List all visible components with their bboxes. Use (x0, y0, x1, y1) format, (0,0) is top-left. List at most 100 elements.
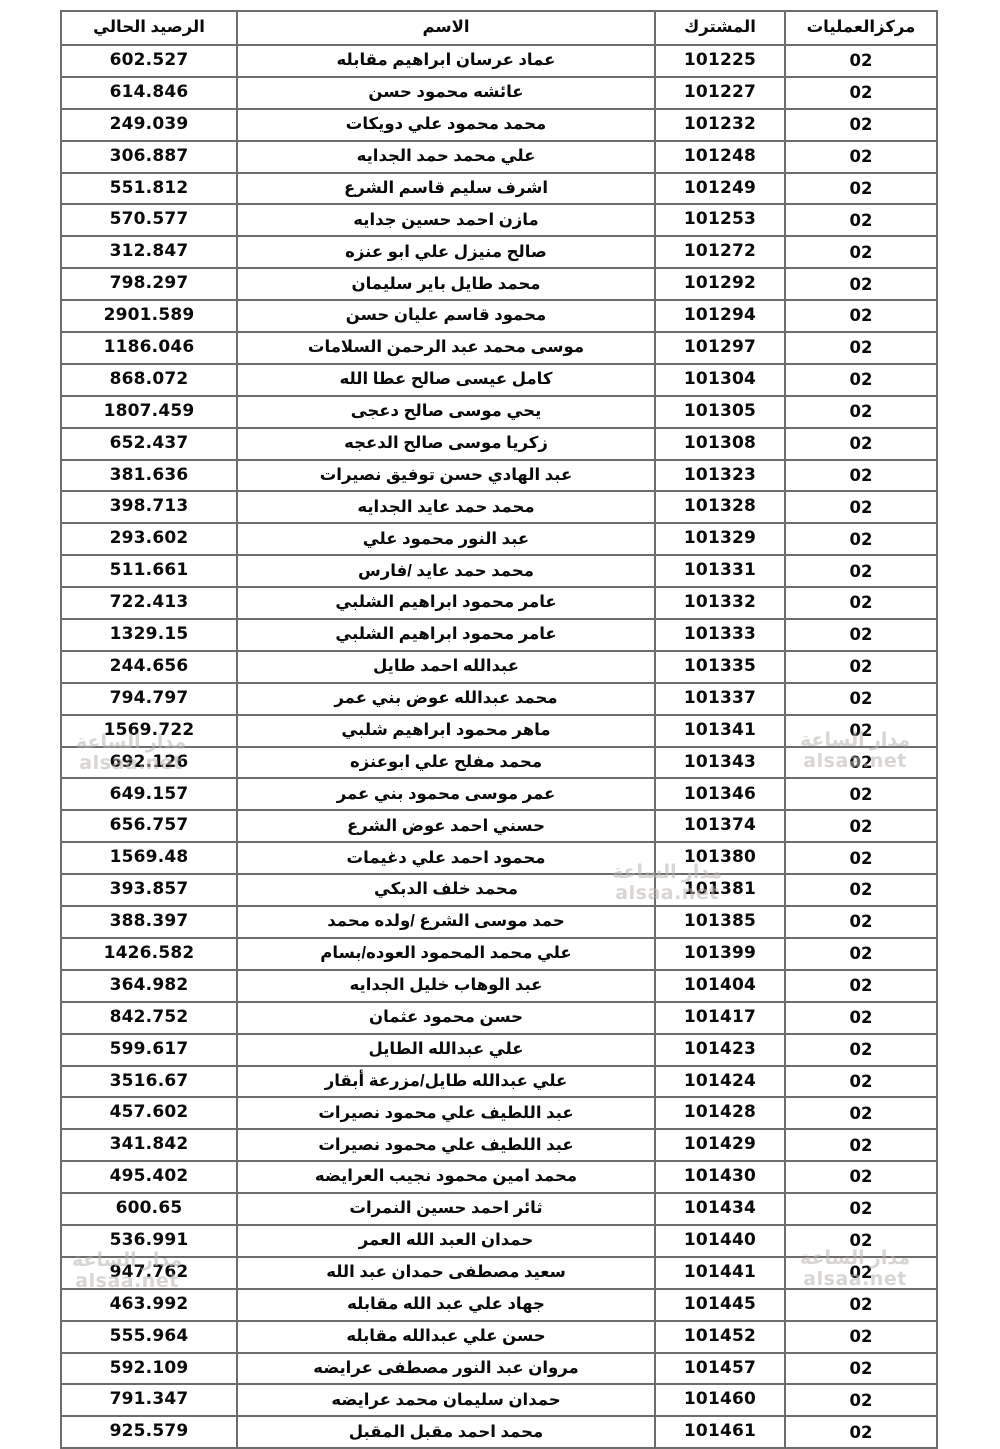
cell-subscriber: 101374 (654, 809, 786, 844)
cell-balance: 842.752 (60, 1000, 238, 1035)
cell-subscriber: 101337 (654, 681, 786, 716)
cell-center: 02 (784, 235, 938, 270)
cell-name: عامر محمود ابراهيم الشلبي (236, 618, 656, 652)
cell-balance: 2901.589 (60, 299, 238, 334)
cell-balance: 293.602 (60, 522, 238, 557)
cell-name: علي محمد المحمود العوده/بسام (236, 936, 656, 971)
cell-center: 02 (784, 362, 938, 397)
cell-center: 02 (784, 1032, 938, 1067)
cell-balance: 306.887 (60, 139, 238, 174)
table-row: 02 101253 مازن احمد حسين جدايه 570.577 (60, 203, 938, 238)
cell-name: زكريا موسى صالح الدعجه (236, 426, 656, 461)
table-row: 02 101374 حسني احمد عوض الشرع 656.757 (60, 809, 938, 844)
cell-center: 02 (784, 1128, 938, 1163)
cell-center: 02 (784, 44, 938, 78)
cell-center: 02 (784, 331, 938, 365)
table-row: 02 101232 محمد محمود علي دويكات 249.039 (60, 107, 938, 142)
cell-balance: 791.347 (60, 1383, 238, 1418)
cell-center: 02 (784, 1287, 938, 1322)
cell-balance: 555.964 (60, 1319, 238, 1354)
cell-name: محمد طايل باير سليمان (236, 267, 656, 302)
cell-center: 02 (784, 1351, 938, 1386)
cell-balance: 599.617 (60, 1032, 238, 1067)
cell-subscriber: 101294 (654, 299, 786, 334)
table-row: 02 101225 عماد عرسان ابراهيم مقابله 602.527 (60, 44, 938, 78)
cell-name: اشرف سليم قاسم الشرع (236, 171, 656, 206)
table-header: مركزالعمليات المشترك الاسم الرصيد الحالي (60, 10, 938, 46)
cell-center: 02 (784, 426, 938, 461)
cell-name: حسن محمود عثمان (236, 1000, 656, 1035)
cell-balance: 798.297 (60, 267, 238, 302)
cell-center: 02 (784, 490, 938, 525)
table-row: 02 101331 محمد حمد عايد /فارس 511.661 (60, 554, 938, 589)
cell-balance: 925.579 (60, 1415, 238, 1449)
table-row: 02 101343 محمد مفلح علي ابوعنزه 692.126 (60, 745, 938, 780)
table-row: 02 101417 حسن محمود عثمان 842.752 (60, 1000, 938, 1035)
cell-center: 02 (784, 873, 938, 908)
column-header-center: مركزالعمليات (784, 10, 938, 46)
subscribers-table-container: مركزالعمليات المشترك الاسم الرصيد الحالي… (60, 10, 938, 1449)
cell-balance: 364.982 (60, 968, 238, 1003)
cell-center: 02 (784, 458, 938, 493)
cell-balance: 692.126 (60, 745, 238, 780)
cell-subscriber: 101428 (654, 1096, 786, 1131)
table-row: 02 101441 سعيد مصطفى حمدان عبد الله 947.762 (60, 1255, 938, 1290)
column-header-name: الاسم (236, 10, 656, 46)
table-row: 02 101404 عبد الوهاب خليل الجدايه 364.982 (60, 968, 938, 1003)
cell-balance: 1186.046 (60, 331, 238, 365)
cell-center: 02 (784, 905, 938, 939)
cell-name: محمود احمد علي دغيمات (236, 841, 656, 876)
table-header-row: مركزالعمليات المشترك الاسم الرصيد الحالي (60, 10, 938, 46)
cell-name: علي عبدالله الطايل (236, 1032, 656, 1067)
cell-balance: 1569.722 (60, 713, 238, 748)
cell-name: يحي موسى صالح دعجى (236, 394, 656, 429)
cell-balance: 551.812 (60, 171, 238, 206)
cell-center: 02 (784, 522, 938, 557)
cell-balance: 1569.48 (60, 841, 238, 876)
cell-name: محمد حمد عايد الجدايه (236, 490, 656, 525)
table-row: 02 101423 علي عبدالله الطايل 599.617 (60, 1032, 938, 1067)
table-row: 02 101227 عائشه محمود حسن 614.846 (60, 75, 938, 110)
cell-subscriber: 101380 (654, 841, 786, 876)
cell-center: 02 (784, 649, 938, 684)
cell-subscriber: 101429 (654, 1128, 786, 1163)
table-row: 02 101305 يحي موسى صالح دعجى 1807.459 (60, 394, 938, 429)
cell-balance: 495.402 (60, 1160, 238, 1195)
cell-balance: 3516.67 (60, 1064, 238, 1099)
cell-name: عبد الوهاب خليل الجدايه (236, 968, 656, 1003)
cell-center: 02 (784, 554, 938, 589)
cell-name: سعيد مصطفى حمدان عبد الله (236, 1255, 656, 1290)
cell-balance: 511.661 (60, 554, 238, 589)
cell-subscriber: 101381 (654, 873, 786, 908)
cell-subscriber: 101452 (654, 1319, 786, 1354)
cell-center: 02 (784, 936, 938, 971)
table-row: 02 101380 محمود احمد علي دغيمات 1569.48 (60, 841, 938, 876)
table-row: 02 101335 عبدالله احمد طايل 244.656 (60, 649, 938, 684)
cell-subscriber: 101445 (654, 1287, 786, 1322)
cell-center: 02 (784, 809, 938, 844)
cell-balance: 312.847 (60, 235, 238, 270)
table-row: 02 101452 حسن علي عبدالله مقابله 555.964 (60, 1319, 938, 1354)
cell-balance: 398.713 (60, 490, 238, 525)
cell-name: محمد حمد عايد /فارس (236, 554, 656, 589)
cell-balance: 381.636 (60, 458, 238, 493)
cell-name: ثائر احمد حسين النمرات (236, 1192, 656, 1226)
cell-center: 02 (784, 681, 938, 716)
cell-subscriber: 101423 (654, 1032, 786, 1067)
table-row: 02 101294 محمود قاسم عليان حسن 2901.589 (60, 299, 938, 334)
cell-center: 02 (784, 1160, 938, 1195)
cell-subscriber: 101249 (654, 171, 786, 206)
cell-subscriber: 101440 (654, 1223, 786, 1258)
cell-subscriber: 101399 (654, 936, 786, 971)
cell-center: 02 (784, 299, 938, 334)
table-row: 02 101429 عبد اللطيف علي محمود نصيرات 341.8… (60, 1128, 938, 1163)
cell-name: مازن احمد حسين جدايه (236, 203, 656, 238)
cell-subscriber: 101417 (654, 1000, 786, 1035)
cell-name: محمود قاسم عليان حسن (236, 299, 656, 334)
cell-name: محمد محمود علي دويكات (236, 107, 656, 142)
cell-name: محمد امين محمود نجيب العرايضه (236, 1160, 656, 1195)
cell-balance: 656.757 (60, 809, 238, 844)
cell-center: 02 (784, 394, 938, 429)
table-row: 02 101323 عبد الهادي حسن توفيق نصيرات 381.6… (60, 458, 938, 493)
